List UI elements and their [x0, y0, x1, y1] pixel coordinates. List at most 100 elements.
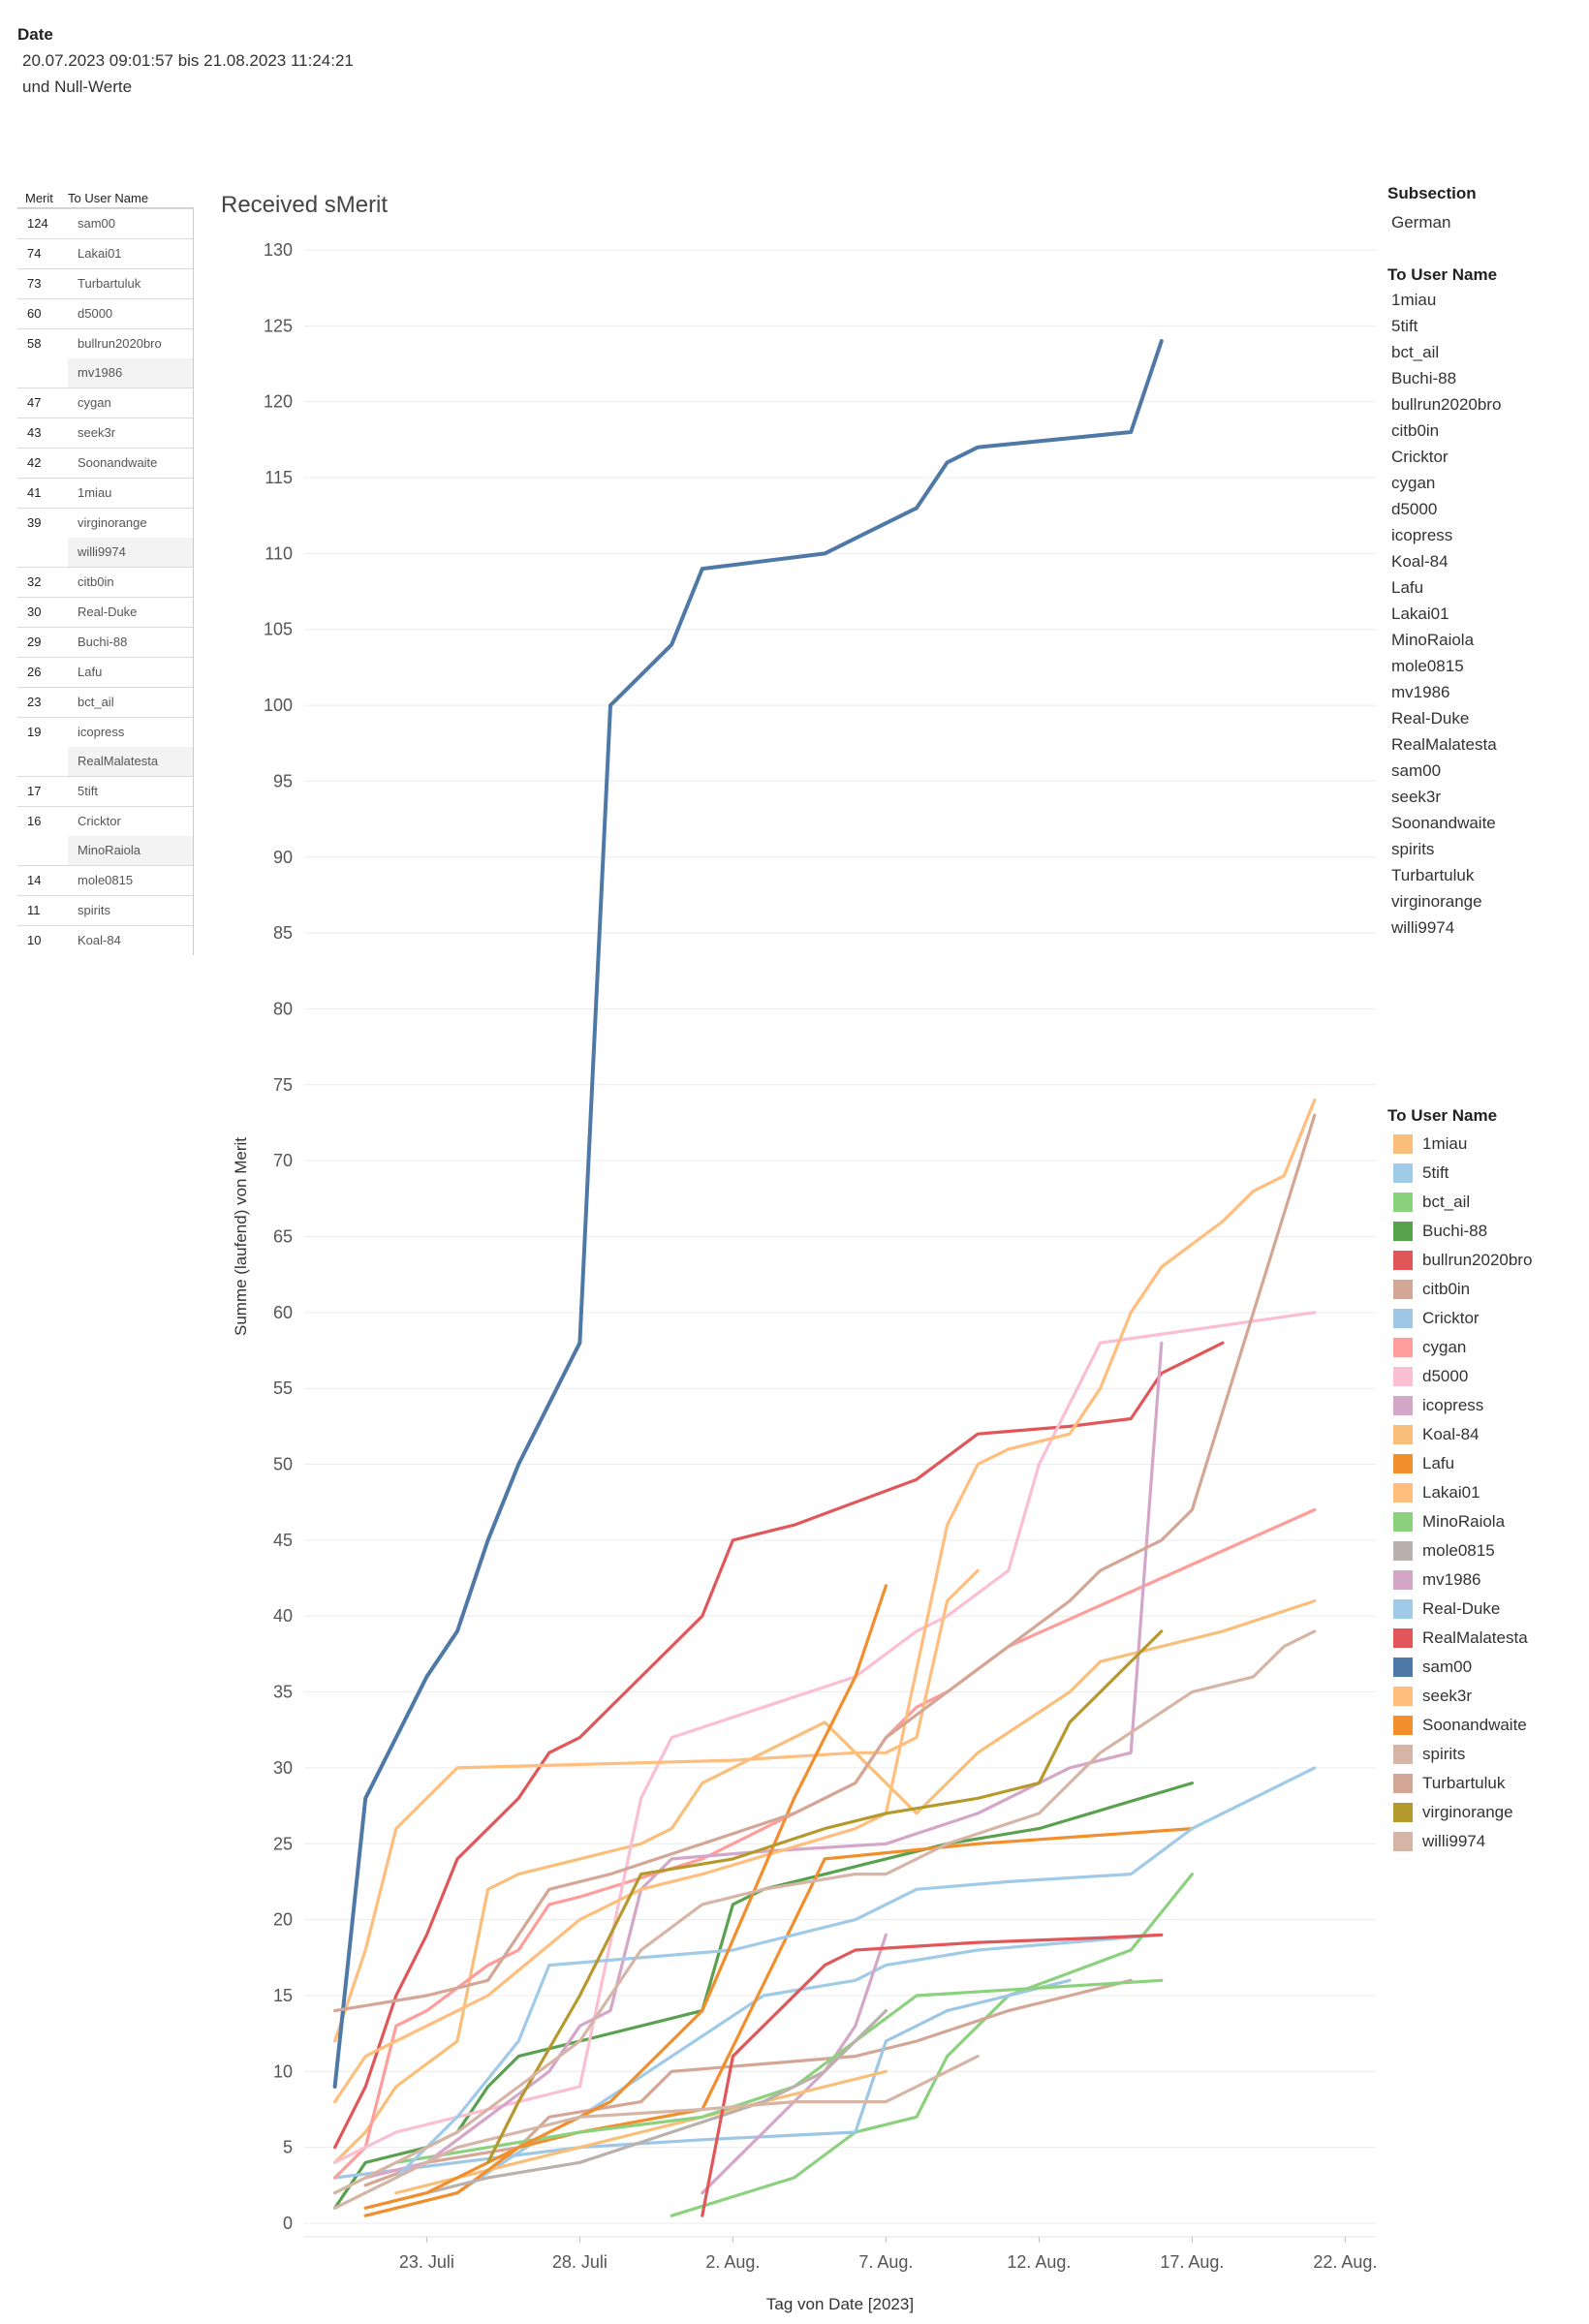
legend-item[interactable]: Turbartuluk — [1387, 1769, 1532, 1798]
user-filter-item[interactable]: Cricktor — [1391, 448, 1449, 466]
x-axis-ticks: 23. Juli 28. Juli 2. Aug. 7. Aug. 12. Aug. 17… — [399, 2237, 1377, 2272]
user-name: mv1986 — [68, 358, 193, 387]
x-tick-label: 28. Juli — [552, 2252, 608, 2272]
series-line-bct_ail[interactable] — [670, 1872, 1195, 2217]
subsection-filter: Subsection German — [1387, 184, 1477, 235]
series-line-icopress[interactable] — [701, 1933, 888, 2195]
legend-swatch — [1393, 1425, 1413, 1444]
merit-value: 29 — [27, 635, 42, 649]
legend-item[interactable]: 5tift — [1387, 1159, 1532, 1188]
series-line-Real-Duke[interactable] — [333, 1766, 1317, 2210]
legend-item[interactable]: cygan — [1387, 1333, 1532, 1362]
user-filter-item[interactable]: bullrun2020bro — [1391, 395, 1502, 414]
legend-item[interactable]: mv1986 — [1387, 1565, 1532, 1595]
series-line-sam00[interactable] — [332, 339, 1164, 2089]
legend-swatch — [1393, 1396, 1413, 1415]
user-filter-item[interactable]: sam00 — [1391, 761, 1442, 780]
user-filter-item[interactable]: 5tift — [1391, 317, 1418, 335]
merit-value: 60 — [27, 306, 42, 321]
legend-item[interactable]: mole0815 — [1387, 1536, 1532, 1565]
user-filter-item[interactable]: Buchi-88 — [1391, 369, 1457, 387]
series-line-willi9974[interactable] — [333, 1629, 1317, 2195]
legend-item[interactable]: Soonandwaite — [1387, 1711, 1532, 1740]
user-filter-item[interactable]: Lakai01 — [1391, 604, 1449, 623]
series-line-bullrun2020bro[interactable] — [333, 1341, 1225, 2150]
user-filter-item[interactable]: virginorange — [1391, 892, 1482, 911]
series-line-Turbartuluk[interactable] — [333, 1113, 1317, 2013]
grid — [304, 249, 1376, 2238]
legend-item[interactable]: RealMalatesta — [1387, 1624, 1532, 1653]
user-filter-item[interactable]: bct_ail — [1391, 343, 1440, 361]
user-filter-item[interactable]: MinoRaiola — [1391, 631, 1475, 649]
legend-label: 5tift — [1422, 1163, 1449, 1182]
legend-item[interactable]: bullrun2020bro — [1387, 1246, 1532, 1275]
legend-item[interactable]: icopress — [1387, 1391, 1532, 1420]
legend-label: Real-Duke — [1422, 1599, 1501, 1618]
series-line-Lakai01[interactable] — [333, 1568, 980, 2043]
user-filter-item[interactable]: Soonandwaite — [1391, 814, 1496, 832]
series-line-citb0in[interactable] — [363, 1978, 1133, 2187]
series-line-cygan[interactable] — [333, 1507, 1317, 2180]
user-filter-item[interactable]: seek3r — [1391, 788, 1442, 806]
merit-value: 30 — [27, 604, 42, 619]
user-filter-item[interactable]: d5000 — [1391, 500, 1438, 518]
series-line-1miau[interactable] — [333, 1598, 1317, 2164]
user-filter-item[interactable]: citb0in — [1391, 421, 1440, 440]
legend-swatch — [1393, 1832, 1413, 1851]
series-line-5tift[interactable] — [363, 1933, 1164, 2217]
series-line-mv1986[interactable] — [363, 1341, 1164, 2180]
y-tick-label: 30 — [273, 1758, 293, 1778]
legend-item[interactable]: seek3r — [1387, 1682, 1532, 1711]
legend-item[interactable]: Cricktor — [1387, 1304, 1532, 1333]
legend-item[interactable]: citb0in — [1387, 1275, 1532, 1304]
legend-item[interactable]: Koal-84 — [1387, 1420, 1532, 1449]
user-filter-item[interactable]: Lafu — [1391, 578, 1424, 597]
legend-item[interactable]: d5000 — [1387, 1362, 1532, 1391]
y-tick-label: 80 — [273, 999, 293, 1018]
series-line-seek3r[interactable] — [333, 1098, 1317, 2104]
user-filter-list: 1miau 5tift bct_ail Buchi-88 bullrun2020bro c… — [1387, 287, 1501, 941]
legend-item[interactable]: Buchi-88 — [1387, 1217, 1532, 1246]
user-filter-item[interactable]: 1miau — [1391, 291, 1437, 309]
y-tick-label: 90 — [273, 848, 293, 867]
user-filter-item[interactable]: cygan — [1391, 474, 1436, 492]
legend-item[interactable]: Real-Duke — [1387, 1595, 1532, 1624]
series-line-virginorange[interactable] — [486, 1629, 1164, 2164]
series-line-Soonandwaite[interactable] — [363, 1584, 888, 2210]
merit-value: 19 — [27, 725, 42, 739]
legend-item[interactable]: sam00 — [1387, 1653, 1532, 1682]
user-filter-item[interactable]: spirits — [1391, 840, 1435, 858]
y-axis-label: Summe (laufend) von Merit — [232, 1137, 250, 1336]
legend-item[interactable]: spirits — [1387, 1740, 1532, 1769]
user-filter-item[interactable]: icopress — [1391, 526, 1453, 544]
legend-item[interactable]: Lafu — [1387, 1449, 1532, 1478]
user-name: mole0815 — [78, 873, 134, 887]
legend-item[interactable]: bct_ail — [1387, 1188, 1532, 1217]
legend-item[interactable]: willi9974 — [1387, 1827, 1532, 1856]
legend-item[interactable]: Lakai01 — [1387, 1478, 1532, 1507]
legend-item[interactable]: 1miau — [1387, 1130, 1532, 1159]
series-line-Lafu[interactable] — [363, 1826, 1195, 2217]
y-tick-label: 85 — [273, 923, 293, 943]
y-tick-label: 95 — [273, 771, 293, 790]
legend-item[interactable]: MinoRaiola — [1387, 1507, 1532, 1536]
user-filter-item[interactable]: mole0815 — [1391, 657, 1464, 675]
y-tick-label: 35 — [273, 1683, 293, 1702]
series-line-spirits[interactable] — [333, 2055, 980, 2210]
series-line-mole0815[interactable] — [363, 2009, 888, 2210]
series-line-Koal-84[interactable] — [394, 2069, 888, 2195]
user-name: Lakai01 — [78, 246, 122, 261]
user-filter-item[interactable]: mv1986 — [1391, 683, 1450, 701]
user-filter-item[interactable]: Turbartuluk — [1391, 866, 1475, 884]
user-name: Lafu — [78, 665, 103, 679]
series-line-d5000[interactable] — [333, 1311, 1317, 2164]
user-filter-item[interactable]: Koal-84 — [1391, 552, 1449, 571]
subsection-value[interactable]: German — [1391, 213, 1451, 232]
legend-item[interactable]: virginorange — [1387, 1798, 1532, 1827]
series-line-Cricktor[interactable] — [333, 1978, 1072, 2180]
series-line-RealMalatesta[interactable] — [701, 1933, 1164, 2217]
user-filter-item[interactable]: RealMalatesta — [1391, 735, 1497, 754]
user-filter-item[interactable]: willi9974 — [1391, 918, 1455, 937]
user-filter-item[interactable]: Real-Duke — [1391, 709, 1470, 728]
